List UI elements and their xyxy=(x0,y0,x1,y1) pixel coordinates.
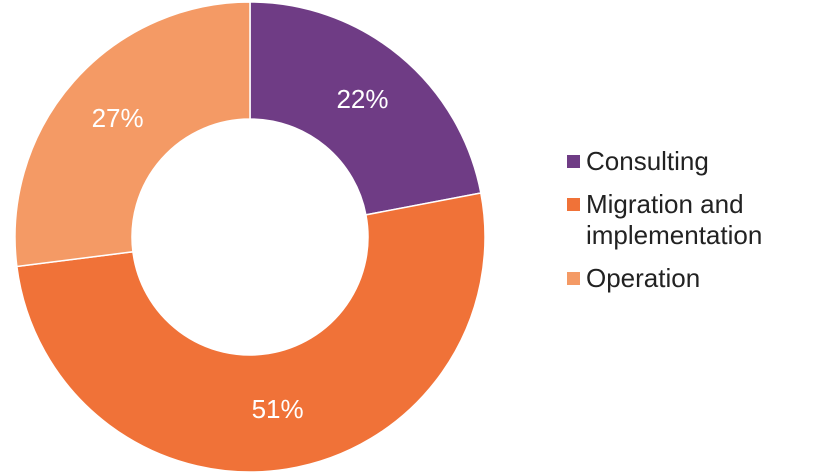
legend-swatch xyxy=(567,155,580,168)
data-label: 22% xyxy=(336,84,388,114)
slice xyxy=(14,1,251,268)
legend-item: Consulting xyxy=(567,146,823,177)
legend-label: Consulting xyxy=(586,146,709,176)
legend-item: Operation xyxy=(567,263,823,294)
data-label: 27% xyxy=(92,103,144,133)
legend-item: Migration and implementation xyxy=(567,189,823,251)
donut: 22% 51% 27% xyxy=(14,1,486,473)
legend-swatch xyxy=(567,198,580,211)
legend: Consulting Migration and implementation Op… xyxy=(567,146,823,306)
slice xyxy=(16,192,486,473)
legend-label: Operation xyxy=(586,263,701,293)
legend-label: Migration and implementation xyxy=(586,189,763,250)
slice xyxy=(249,1,482,216)
legend-swatch xyxy=(567,272,580,285)
data-label: 51% xyxy=(252,394,304,424)
